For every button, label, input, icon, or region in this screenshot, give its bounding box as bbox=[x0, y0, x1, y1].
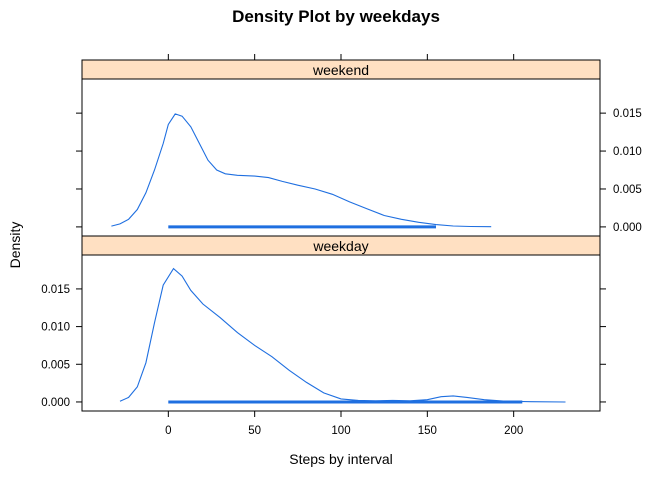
axis-ticks: 0 50 100 150 200 0.000 0.000 0.005 0.005 0.010 0.0… bbox=[41, 54, 642, 437]
y-tick-label-weekend: 0.010 bbox=[613, 146, 642, 158]
density-line-weekday bbox=[119, 267, 566, 403]
x-axis-label: Steps by interval bbox=[289, 451, 393, 467]
strip-label-weekday: weekday bbox=[312, 238, 368, 254]
y-tick-label-weekend: 0.000 bbox=[613, 222, 642, 234]
x-tick-label: 0 bbox=[165, 425, 171, 437]
panel-border-weekend bbox=[81, 78, 601, 237]
y-tick-label-weekend: 0.015 bbox=[613, 108, 642, 120]
y-tick-label-weekday: 0.015 bbox=[41, 284, 70, 296]
y-tick-label-weekend: 0.005 bbox=[613, 184, 642, 196]
density-line-weekend bbox=[111, 113, 492, 228]
rug-weekend bbox=[168, 225, 436, 229]
y-tick-label-weekday: 0.000 bbox=[41, 397, 70, 409]
x-tick-label: 100 bbox=[331, 425, 350, 437]
chart-title: Density Plot by weekdays bbox=[232, 7, 440, 26]
y-tick-label-weekday: 0.005 bbox=[41, 359, 70, 371]
rug-weekday bbox=[168, 400, 523, 404]
x-tick-label: 150 bbox=[418, 425, 437, 437]
panel-weekend: weekend bbox=[81, 59, 601, 237]
panel-border-weekday bbox=[81, 254, 601, 412]
strip-label-weekend: weekend bbox=[312, 62, 369, 78]
panel-weekday: weekday bbox=[81, 235, 601, 412]
y-tick-label-weekday: 0.010 bbox=[41, 322, 70, 334]
x-tick-label: 50 bbox=[248, 425, 261, 437]
y-axis-label: Density bbox=[7, 222, 23, 269]
x-tick-label: 200 bbox=[504, 425, 523, 437]
